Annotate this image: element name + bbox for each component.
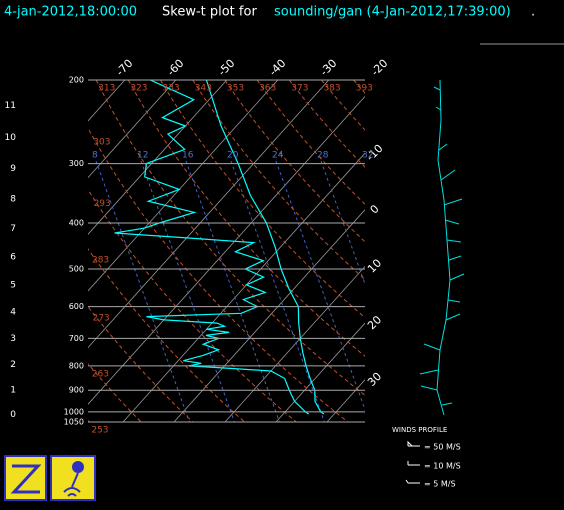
isotherm [72, 80, 380, 422]
dry-adiabat-label: 303 [93, 138, 110, 148]
dry-adiabat-label: 313 [98, 84, 115, 94]
temperature-label: -40 [266, 57, 288, 79]
pressure-label: 200 [69, 76, 84, 85]
height-label: 7 [10, 224, 16, 234]
dry-adiabat [128, 80, 451, 422]
mixing-ratio-label: 20 [227, 151, 239, 161]
dry-adiabat-label: 253 [91, 426, 108, 436]
pressure-label: 800 [69, 361, 84, 370]
mixing-ratio-line [186, 161, 279, 422]
mixing-ratio-label: 8 [92, 151, 98, 161]
temperature-label: 20 [365, 313, 384, 332]
dry-adiabat [257, 80, 564, 422]
logo-z [5, 456, 46, 500]
temperature-label: 30 [365, 370, 384, 389]
dry-adiabat [354, 80, 564, 422]
header-label: Skew-t plot for [162, 5, 257, 20]
dry-adiabat [322, 80, 564, 422]
dry-adiabat-label: 383 [323, 84, 340, 94]
pressure-label: 400 [69, 218, 84, 227]
wind-barbs [420, 87, 464, 405]
legend-symbols [406, 442, 420, 483]
dry-adiabat [32, 80, 296, 422]
pressure-label: 1000 [64, 407, 84, 416]
height-label: 8 [10, 194, 16, 204]
pressure-label: 600 [69, 302, 84, 311]
dry-adiabat-label: 373 [291, 84, 308, 94]
legend-item: = 5 M/S [424, 480, 456, 489]
dry-adiabat-label: 293 [94, 199, 111, 209]
legend-symbol [408, 461, 420, 465]
legend-item: = 50 M/S [424, 443, 461, 452]
dry-adiabat-label: 283 [92, 255, 109, 265]
legend-symbol [408, 442, 420, 446]
temperature-label: -20 [368, 57, 390, 79]
header-station: sounding/gan (4-Jan-2012,17:39:00) [274, 5, 511, 20]
height-label: 3 [10, 334, 16, 344]
isotherm [0, 80, 74, 422]
pressure-label: 900 [69, 386, 84, 395]
logo-balloon [51, 456, 95, 500]
header-end: . [531, 5, 535, 20]
legend-item: = 10 M/S [424, 462, 461, 471]
temperature-label: -50 [215, 57, 237, 79]
temperature-label: -70 [113, 57, 135, 79]
isotherm [123, 80, 431, 422]
dry-adiabat-label: 333 [163, 84, 180, 94]
dry-adiabat-label: 393 [356, 84, 373, 94]
dry-adiabat [0, 80, 89, 422]
height-label: 2 [10, 360, 16, 370]
isotherm [0, 80, 227, 422]
temperature-label: 10 [365, 257, 384, 276]
height-label: 1 [10, 385, 16, 395]
height-label: 9 [10, 164, 16, 174]
logo-balloon-mark [72, 461, 84, 473]
mixing-ratio-label: 12 [137, 151, 148, 161]
pressure-label: 700 [69, 334, 84, 343]
mixing-ratio-label: 32 [362, 151, 373, 161]
mixing-ratio-label: 24 [272, 151, 284, 161]
dry-adiabat-label: 343 [195, 84, 212, 94]
isotherm [276, 80, 564, 422]
temperature-label: -30 [317, 57, 339, 79]
height-label: 6 [10, 253, 16, 263]
dry-adiabat-label: 363 [259, 84, 276, 94]
dry-adiabat-label: 353 [227, 84, 244, 94]
wind-profile [420, 80, 464, 415]
legend-title: WINDS PROFILE [392, 426, 447, 434]
height-label: 0 [10, 410, 16, 420]
isotherm [327, 80, 564, 422]
dry-adiabat [96, 80, 400, 422]
dry-adiabat-label: 323 [130, 84, 147, 94]
plot-area [0, 80, 564, 422]
dry-adiabat [0, 80, 244, 422]
wind-staff [437, 80, 450, 415]
temperature-label: 0 [368, 202, 382, 216]
height-label: 4 [10, 308, 16, 318]
isotherm [0, 80, 176, 422]
height-label: 10 [5, 133, 17, 143]
temperature-label: -60 [164, 57, 186, 79]
dry-adiabat [0, 80, 141, 422]
pressure-label: 500 [69, 264, 84, 273]
height-label: 11 [5, 101, 16, 111]
isotherm [0, 80, 23, 422]
dry-adiabat-label: 273 [92, 313, 109, 323]
mixing-ratio-label: 28 [317, 151, 329, 161]
mixing-ratio-line [231, 161, 324, 422]
header-time: 4-jan-2012,18:00:00 [4, 5, 137, 20]
height-label: 5 [10, 280, 16, 290]
dry-adiabat-label: 263 [92, 369, 109, 379]
legend-symbol [406, 480, 420, 483]
mixing-ratio-label: 16 [182, 151, 194, 161]
pressure-label: 300 [69, 159, 84, 168]
dry-adiabat [289, 80, 564, 422]
pressure-label: 1050 [64, 418, 84, 427]
